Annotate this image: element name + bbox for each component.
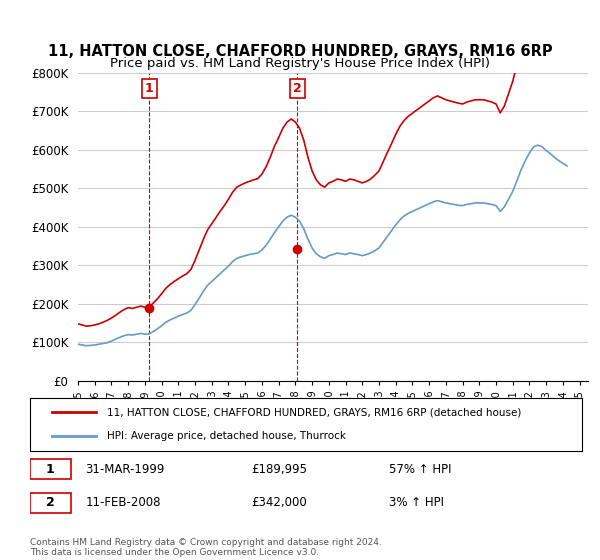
Text: 11, HATTON CLOSE, CHAFFORD HUNDRED, GRAYS, RM16 6RP (detached house): 11, HATTON CLOSE, CHAFFORD HUNDRED, GRAY…	[107, 408, 521, 418]
Text: 11-FEB-2008: 11-FEB-2008	[85, 496, 161, 509]
Text: HPI: Average price, detached house, Thurrock: HPI: Average price, detached house, Thur…	[107, 431, 346, 441]
Text: Price paid vs. HM Land Registry's House Price Index (HPI): Price paid vs. HM Land Registry's House …	[110, 57, 490, 70]
Text: 1: 1	[46, 463, 55, 475]
FancyBboxPatch shape	[30, 493, 71, 513]
Text: 11, HATTON CLOSE, CHAFFORD HUNDRED, GRAYS, RM16 6RP: 11, HATTON CLOSE, CHAFFORD HUNDRED, GRAY…	[47, 44, 553, 59]
Text: 57% ↑ HPI: 57% ↑ HPI	[389, 463, 451, 475]
Text: 2: 2	[46, 496, 55, 509]
Text: £342,000: £342,000	[251, 496, 307, 509]
Text: 31-MAR-1999: 31-MAR-1999	[85, 463, 164, 475]
Text: Contains HM Land Registry data © Crown copyright and database right 2024.
This d: Contains HM Land Registry data © Crown c…	[30, 538, 382, 557]
Text: £189,995: £189,995	[251, 463, 307, 475]
Text: 2: 2	[293, 82, 302, 95]
FancyBboxPatch shape	[30, 459, 71, 479]
Text: 1: 1	[145, 82, 154, 95]
Text: 3% ↑ HPI: 3% ↑ HPI	[389, 496, 444, 509]
